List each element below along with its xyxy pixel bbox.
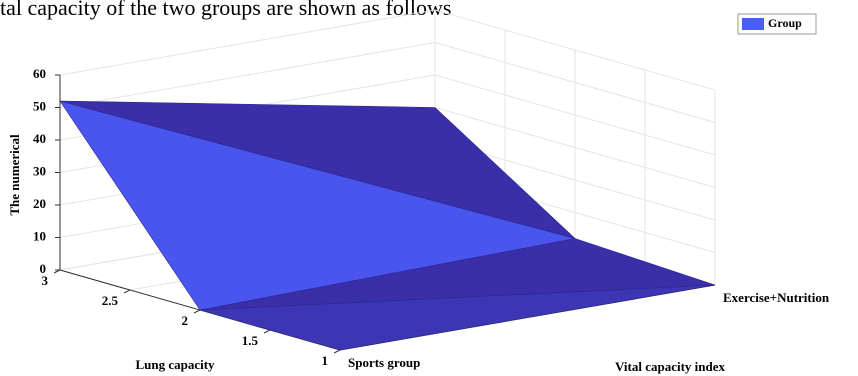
tick-mark bbox=[333, 349, 341, 354]
caption: tal capacity of the two groups are shown… bbox=[0, 0, 452, 20]
legend-label: Group bbox=[768, 16, 802, 30]
z-axis-label: The numerical bbox=[7, 134, 22, 216]
z-tick-label: 10 bbox=[33, 228, 46, 243]
z-tick-label: 0 bbox=[40, 261, 47, 276]
surface-patch bbox=[59, 100, 576, 239]
legend-swatch bbox=[742, 18, 764, 30]
z-tick-label: 30 bbox=[33, 163, 46, 178]
x-tick-label: 1.5 bbox=[242, 333, 259, 348]
x-tick-label: 3 bbox=[42, 273, 49, 288]
x-axis-label: Lung capacity bbox=[135, 357, 215, 372]
x-tick-label: 2 bbox=[182, 313, 189, 328]
tick-mark bbox=[53, 269, 61, 274]
z-tick-label: 20 bbox=[33, 196, 46, 211]
z-tick-label: 40 bbox=[33, 131, 46, 146]
z-tick-label: 50 bbox=[33, 98, 46, 113]
z-tick-label: 60 bbox=[33, 66, 46, 81]
x-tick-label: 2.5 bbox=[102, 293, 119, 308]
x-tick-label: 1 bbox=[322, 353, 329, 368]
y-tick-label: Exercise+Nutrition bbox=[723, 290, 830, 305]
tick-mark bbox=[123, 289, 131, 294]
tick-mark bbox=[263, 329, 271, 334]
y-axis-label: Vital capacity index bbox=[615, 359, 726, 374]
grid-line bbox=[59, 9, 716, 91]
y-tick-label: Sports group bbox=[348, 355, 420, 370]
tick-mark bbox=[193, 309, 201, 314]
